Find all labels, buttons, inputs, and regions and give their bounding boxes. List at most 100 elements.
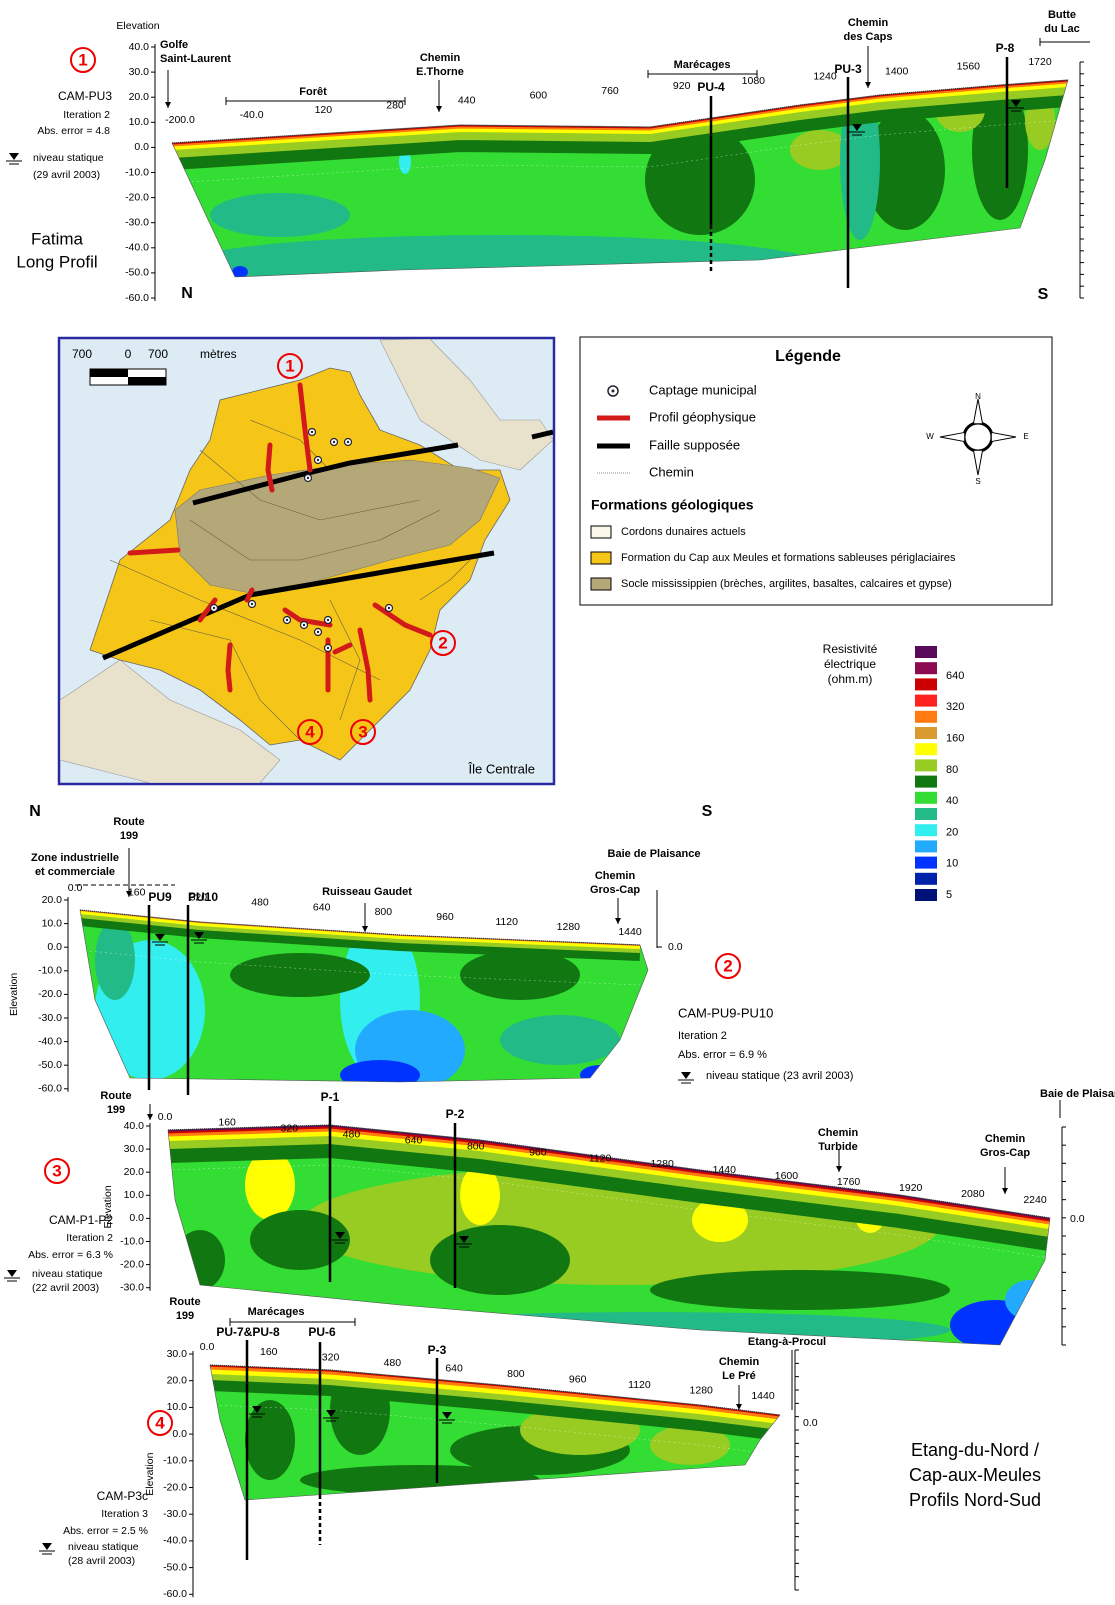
- distance-label: 320: [322, 1352, 340, 1364]
- static-date: (22 avril 2003): [32, 1282, 99, 1294]
- profile-trace: [244, 587, 255, 603]
- y-tick-label: -40.0: [38, 1035, 62, 1047]
- resistivity-zone: [460, 1165, 500, 1225]
- profile-trace: [282, 607, 333, 628]
- surface-zone: [210, 1365, 780, 1420]
- distance-label: 2240: [1023, 1194, 1047, 1206]
- y-tick-label: 0.0: [134, 141, 149, 153]
- compass-arrow: [972, 398, 984, 425]
- right-tick-label: 0.0: [1070, 1213, 1085, 1225]
- legend-title: Légende: [775, 348, 841, 365]
- annotation: P-1: [321, 1090, 340, 1104]
- annotation: Chemin: [420, 52, 461, 64]
- distance-label: 280: [386, 99, 404, 111]
- section-outline: [209, 1364, 781, 1501]
- resistivity-zone: [250, 1210, 350, 1270]
- scale-label: 160: [946, 733, 964, 745]
- direction: S: [1038, 286, 1049, 303]
- static-level-symbol: [335, 1232, 345, 1239]
- well-marker: [310, 430, 314, 434]
- distance-label: 440: [458, 94, 476, 106]
- distance-label: 960: [436, 911, 454, 923]
- dune-cordon: [379, 339, 553, 471]
- y-tick-label: 40.0: [129, 41, 150, 53]
- profile-title: Fatima: [31, 229, 84, 248]
- annotation: et commerciale: [35, 866, 115, 878]
- annotation: Route: [169, 1296, 200, 1308]
- profile-number: 3: [52, 1161, 61, 1180]
- well-marker: [212, 606, 216, 610]
- distance-label: 480: [343, 1129, 361, 1141]
- scale-label: 700: [148, 347, 168, 361]
- resistivity-zone: [790, 130, 850, 170]
- annotation: PU10: [188, 890, 218, 904]
- y-tick-label: -50.0: [125, 267, 149, 279]
- y-tick-label: 40.0: [124, 1120, 145, 1132]
- figure-title: Etang-du-Nord /: [911, 1440, 1039, 1460]
- legend-frame: [579, 336, 1053, 606]
- static-level-symbol: [442, 1412, 452, 1419]
- static-level-symbol: [252, 1406, 262, 1413]
- scale-label: 640: [946, 670, 964, 682]
- profile-number-circle: [70, 47, 96, 73]
- scale-title: (ohm.m): [828, 672, 873, 686]
- legend-subtitle: Formations géologiques: [591, 497, 754, 513]
- arrow-head: [865, 82, 871, 88]
- distance-label: 920: [673, 80, 691, 92]
- annotation: Butte: [1048, 9, 1076, 21]
- annotation: Le Pré: [722, 1370, 756, 1382]
- distance-label: 800: [507, 1368, 525, 1380]
- y-tick-label: 10.0: [167, 1401, 188, 1413]
- y-tick-label: 30.0: [124, 1143, 145, 1155]
- distance-label: 1440: [618, 926, 642, 938]
- distance-label: 960: [569, 1373, 587, 1385]
- distance-label: 1080: [742, 75, 766, 87]
- y-tick-label: 10.0: [124, 1189, 145, 1201]
- topography: [209, 1364, 781, 1416]
- y-tick-label: -20.0: [125, 191, 149, 203]
- annotation: PU-6: [308, 1325, 336, 1339]
- annotation: Baie de Plaisance: [608, 848, 701, 860]
- color-swatch: [915, 727, 937, 739]
- y-tick-label: 30.0: [129, 66, 150, 78]
- resistivity-zone: [865, 110, 945, 230]
- distance-label: 1760: [837, 1176, 861, 1188]
- resistivity-zone: [430, 1225, 570, 1295]
- annotation: Chemin: [848, 17, 889, 29]
- distance-label: 640: [313, 901, 331, 913]
- annotation: Gros-Cap: [980, 1147, 1030, 1159]
- y-tick-label: 10.0: [42, 917, 63, 929]
- distance-label: 120: [315, 104, 333, 116]
- y-tick-label: 20.0: [42, 894, 63, 906]
- resistivity-zone: [950, 1300, 1040, 1345]
- well-marker: [387, 606, 391, 610]
- y-tick-label: -40.0: [163, 1535, 187, 1547]
- distance-label: 320: [281, 1123, 299, 1135]
- profile-number-circle: [277, 353, 303, 379]
- annotation: PU9: [148, 890, 172, 904]
- annotation: 199: [120, 830, 138, 842]
- distance-label: 0.0: [200, 1341, 215, 1353]
- right-tick-label: 0.0: [803, 1417, 818, 1429]
- well-marker: [332, 440, 336, 444]
- scale-label: 80: [946, 764, 958, 776]
- abs-error: Abs. error = 6.3 %: [28, 1249, 113, 1261]
- road: [149, 619, 301, 741]
- section-outline: [171, 79, 1069, 278]
- resistivity-zone: [245, 1150, 295, 1220]
- well-marker: [316, 630, 320, 634]
- profile-trace: [197, 597, 218, 623]
- y-tick-label: -10.0: [120, 1235, 144, 1247]
- legend-swatch: [590, 551, 612, 565]
- color-swatch: [915, 856, 937, 869]
- legend-item: Chemin: [649, 464, 694, 479]
- arrow-head: [736, 1404, 742, 1410]
- axis-title: Elevation: [102, 1185, 114, 1228]
- y-tick-label: 20.0: [129, 91, 150, 103]
- profile-number-circle: [350, 719, 376, 745]
- distance-label: 1120: [628, 1379, 651, 1391]
- distance-label: 1400: [885, 65, 909, 77]
- y-tick-label: -20.0: [38, 988, 62, 1000]
- annotation: Gros-Cap: [590, 884, 640, 896]
